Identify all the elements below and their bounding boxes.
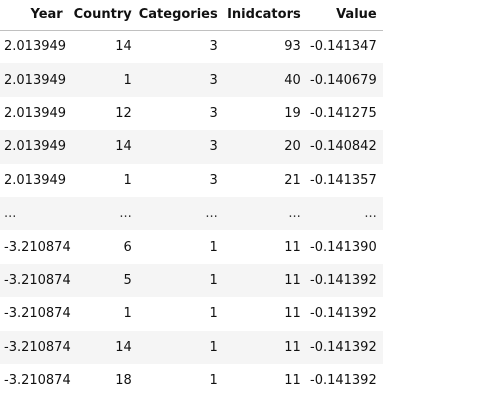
cell-value: -0.141392: [306, 263, 383, 298]
cell-indicators: 11: [284, 239, 301, 255]
cell-categories: 3: [209, 172, 218, 188]
cell-indicators: 19: [284, 105, 301, 121]
table-row: 2.013949 14 3 20 -0.140842: [0, 130, 383, 164]
column-header-value: Value: [306, 0, 383, 31]
column-header-indicators: Inidcators: [223, 0, 307, 31]
cell-year: -3.210874: [0, 330, 71, 364]
cell-categories: 1: [137, 263, 224, 298]
cell-country: 18: [115, 373, 132, 389]
cell-country: 1: [123, 172, 132, 188]
dataframe-table: Year Country Categories Inidcators Value…: [0, 0, 383, 397]
cell-year: ...: [0, 196, 71, 231]
table-row: -3.210874 1 1 11 -0.141392: [0, 297, 383, 330]
table-row: 2.013949 12 3 19 -0.141275: [0, 97, 383, 130]
cell-country: 1: [123, 306, 132, 322]
cell-categories: 3: [209, 105, 218, 121]
table-row: -3.210874 6 1 11 -0.141390: [0, 230, 383, 263]
cell-categories: 3: [209, 39, 218, 55]
table-row-ellipsis: ...............: [0, 196, 383, 231]
table-row: 2.013949 1 3 21 -0.141357: [0, 164, 383, 197]
column-header-country: Country: [70, 0, 138, 31]
table-row: -3.210874 5 1 11 -0.141392: [0, 263, 383, 298]
cell-value: -0.141275: [310, 105, 377, 121]
column-header-year: Year: [0, 0, 71, 31]
table-body: 2.013949 14 3 93 -0.141347 2.013949 1 3 40 -0.140…: [0, 30, 383, 397]
cell-country: 14: [115, 39, 132, 55]
cell-year: -3.210874: [4, 373, 71, 389]
cell-categories: 1: [209, 306, 218, 322]
table-row: -3.210874 14 1 11 -0.141392: [0, 330, 383, 364]
cell-indicators: 20: [223, 130, 307, 164]
cell-country: 6: [123, 239, 132, 255]
cell-year: 2.013949: [4, 39, 67, 55]
table-row: 2.013949 1 3 40 -0.140679: [0, 63, 383, 97]
cell-value: -0.141392: [310, 306, 377, 322]
cell-indicators: 11: [284, 306, 301, 322]
cell-value: -0.141347: [310, 39, 377, 55]
cell-year: 2.013949: [0, 130, 71, 164]
cell-year: -3.210874: [4, 239, 71, 255]
cell-year: 2.013949: [4, 105, 67, 121]
table-row: 2.013949 14 3 93 -0.141347: [0, 30, 383, 63]
cell-indicators: ...: [223, 196, 307, 231]
cell-country: 14: [70, 130, 138, 164]
cell-indicators: 93: [284, 39, 301, 55]
cell-indicators: 11: [284, 373, 301, 389]
header-row: Year Country Categories Inidcators Value: [0, 0, 383, 31]
cell-categories: ...: [137, 196, 224, 231]
cell-value: -0.141357: [310, 172, 377, 188]
cell-indicators: 11: [223, 330, 307, 364]
cell-country: 5: [70, 263, 138, 298]
cell-categories: 1: [137, 330, 224, 364]
table-row: -3.210874 18 1 11 -0.141392: [0, 364, 383, 397]
column-header-categories: Categories: [137, 0, 224, 31]
dataframe-output: Year Country Categories Inidcators Value…: [0, 0, 383, 397]
cell-value: -0.141392: [306, 330, 383, 364]
cell-categories: 3: [137, 63, 224, 97]
cell-value: -0.141392: [310, 373, 377, 389]
cell-year: -3.210874: [4, 306, 71, 322]
cell-indicators: 11: [223, 263, 307, 298]
cell-year: 2.013949: [4, 172, 67, 188]
cell-categories: 1: [209, 239, 218, 255]
cell-indicators: 21: [284, 172, 301, 188]
cell-value: ...: [306, 196, 383, 231]
cell-categories: 3: [137, 130, 224, 164]
cell-country: 12: [115, 105, 132, 121]
cell-year: 2.013949: [0, 63, 71, 97]
cell-value: -0.140842: [306, 130, 383, 164]
cell-categories: 1: [209, 373, 218, 389]
cell-value: -0.140679: [306, 63, 383, 97]
cell-value: -0.141390: [310, 239, 377, 255]
cell-indicators: 40: [223, 63, 307, 97]
cell-country: 14: [70, 330, 138, 364]
cell-country: 1: [70, 63, 138, 97]
cell-country: ...: [70, 196, 138, 231]
cell-year: -3.210874: [0, 263, 71, 298]
